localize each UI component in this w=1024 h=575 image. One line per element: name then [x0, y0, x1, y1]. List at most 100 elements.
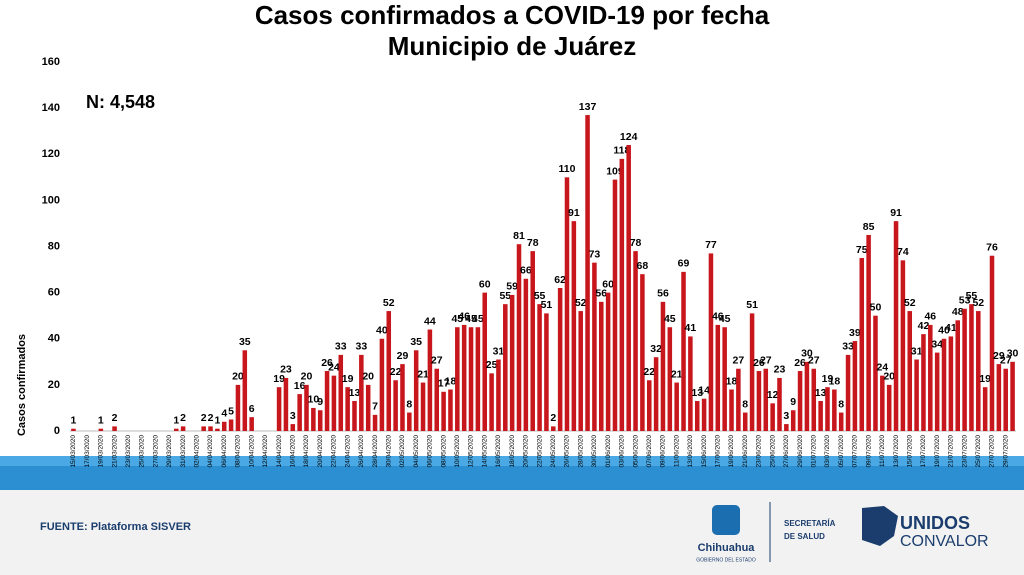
- x-tick-label: 13/06/2020: [687, 435, 694, 468]
- x-tick-label: 07/06/2020: [646, 435, 653, 468]
- bar: [921, 334, 926, 431]
- value-label: 45: [472, 313, 484, 325]
- bar: [708, 253, 714, 431]
- bar: [592, 262, 597, 431]
- x-tick-label: 12/05/2020: [468, 435, 475, 468]
- bar: [818, 401, 823, 431]
- chart-subtitle: Municipio de Juárez: [388, 31, 637, 61]
- value-label: 16: [294, 380, 306, 392]
- bar: [297, 394, 302, 431]
- bar: [1003, 368, 1008, 431]
- x-tick-label: 15/03/2020: [70, 435, 77, 468]
- x-tick-label: 20/05/2020: [523, 435, 530, 468]
- value-label: 13: [349, 387, 361, 399]
- value-label: 45: [664, 313, 676, 325]
- bar: [777, 377, 782, 431]
- value-label: 18: [726, 375, 738, 387]
- value-label: 22: [390, 366, 402, 378]
- x-tick-label: 28/04/2020: [372, 435, 379, 468]
- bar: [304, 384, 309, 431]
- bar: [201, 426, 206, 431]
- bar: [948, 336, 954, 431]
- value-label: 40: [938, 325, 950, 337]
- value-label: 110: [559, 163, 576, 175]
- bar: [612, 179, 618, 431]
- bar: [962, 308, 967, 431]
- value-label: 91: [568, 207, 580, 219]
- x-tick-label: 21/07/2020: [948, 435, 955, 468]
- value-label: 18: [828, 375, 840, 387]
- value-label: 26: [321, 357, 333, 369]
- value-label: 20: [362, 371, 374, 383]
- value-label: 29: [993, 350, 1005, 362]
- bar: [448, 389, 453, 431]
- ministry: SECRETARÍA: [784, 519, 836, 528]
- value-label: 46: [924, 311, 936, 323]
- y-tick-label: 140: [42, 102, 60, 114]
- value-label: 30: [801, 348, 813, 360]
- state-sub: GOBIERNO DEL ESTADO: [696, 557, 756, 563]
- bar: [784, 424, 789, 431]
- value-label: 55: [534, 290, 546, 302]
- bar: [928, 324, 933, 431]
- x-tick-label: 24/04/2020: [344, 435, 351, 468]
- bar: [633, 251, 638, 431]
- bar: [393, 380, 398, 431]
- bar: [866, 234, 871, 431]
- bar: [729, 389, 734, 431]
- x-tick-label: 27/03/2020: [152, 435, 159, 468]
- value-label: 62: [554, 274, 566, 286]
- x-tick-label: 27/07/2020: [989, 435, 996, 468]
- value-label: 13: [815, 387, 827, 399]
- value-label: 2: [180, 412, 186, 424]
- value-label: 85: [863, 221, 875, 233]
- value-label: 41: [685, 322, 697, 334]
- value-label: 1: [71, 414, 77, 426]
- bar: [564, 177, 570, 431]
- value-label: 41: [945, 322, 957, 334]
- bar: [646, 380, 652, 431]
- x-tick-label: 02/04/2020: [194, 435, 201, 468]
- bar: [537, 304, 542, 431]
- x-tick-label: 22/04/2020: [331, 435, 338, 468]
- x-tick-label: 25/07/2020: [975, 435, 982, 468]
- value-label: 9: [317, 396, 323, 408]
- y-axis-label: Casos confirmados: [16, 334, 28, 436]
- value-label: 81: [513, 230, 525, 242]
- x-tick-label: 19/06/2020: [728, 435, 735, 468]
- value-label: 31: [911, 345, 923, 357]
- value-label: 30: [1007, 348, 1019, 360]
- value-label: 45: [451, 313, 463, 325]
- x-tick-label: 02/05/2020: [399, 435, 406, 468]
- x-tick-label: 29/07/2020: [1002, 435, 1009, 468]
- bar: [969, 304, 974, 431]
- value-label: 3: [290, 410, 296, 422]
- bar: [599, 301, 604, 431]
- x-tick-label: 28/05/2020: [577, 435, 584, 468]
- x-tick-label: 08/05/2020: [440, 435, 447, 468]
- x-tick-label: 21/06/2020: [742, 435, 749, 468]
- value-label: 22: [643, 366, 655, 378]
- x-tick-label: 03/06/2020: [619, 435, 626, 468]
- x-tick-label: 17/07/2020: [920, 435, 927, 468]
- bar: [400, 364, 405, 431]
- state-name: Chihuahua: [698, 542, 756, 554]
- x-tick-label: 11/06/2020: [673, 435, 680, 467]
- x-tick-label: 01/07/2020: [810, 435, 817, 468]
- bar: [276, 387, 282, 431]
- x-tick-label: 04/04/2020: [207, 435, 214, 468]
- bar: [640, 274, 645, 431]
- y-tick-label: 60: [48, 287, 60, 299]
- bar: [825, 387, 830, 431]
- bar: [311, 407, 316, 431]
- bar: [585, 115, 590, 431]
- bar: [811, 368, 817, 431]
- value-label: 20: [883, 371, 895, 383]
- bar: [420, 382, 426, 431]
- x-tick-label: 23/03/2020: [125, 435, 132, 468]
- y-tick-label: 40: [48, 333, 60, 345]
- bar: [489, 373, 494, 431]
- state-logo: [712, 505, 740, 535]
- bar: [578, 311, 583, 431]
